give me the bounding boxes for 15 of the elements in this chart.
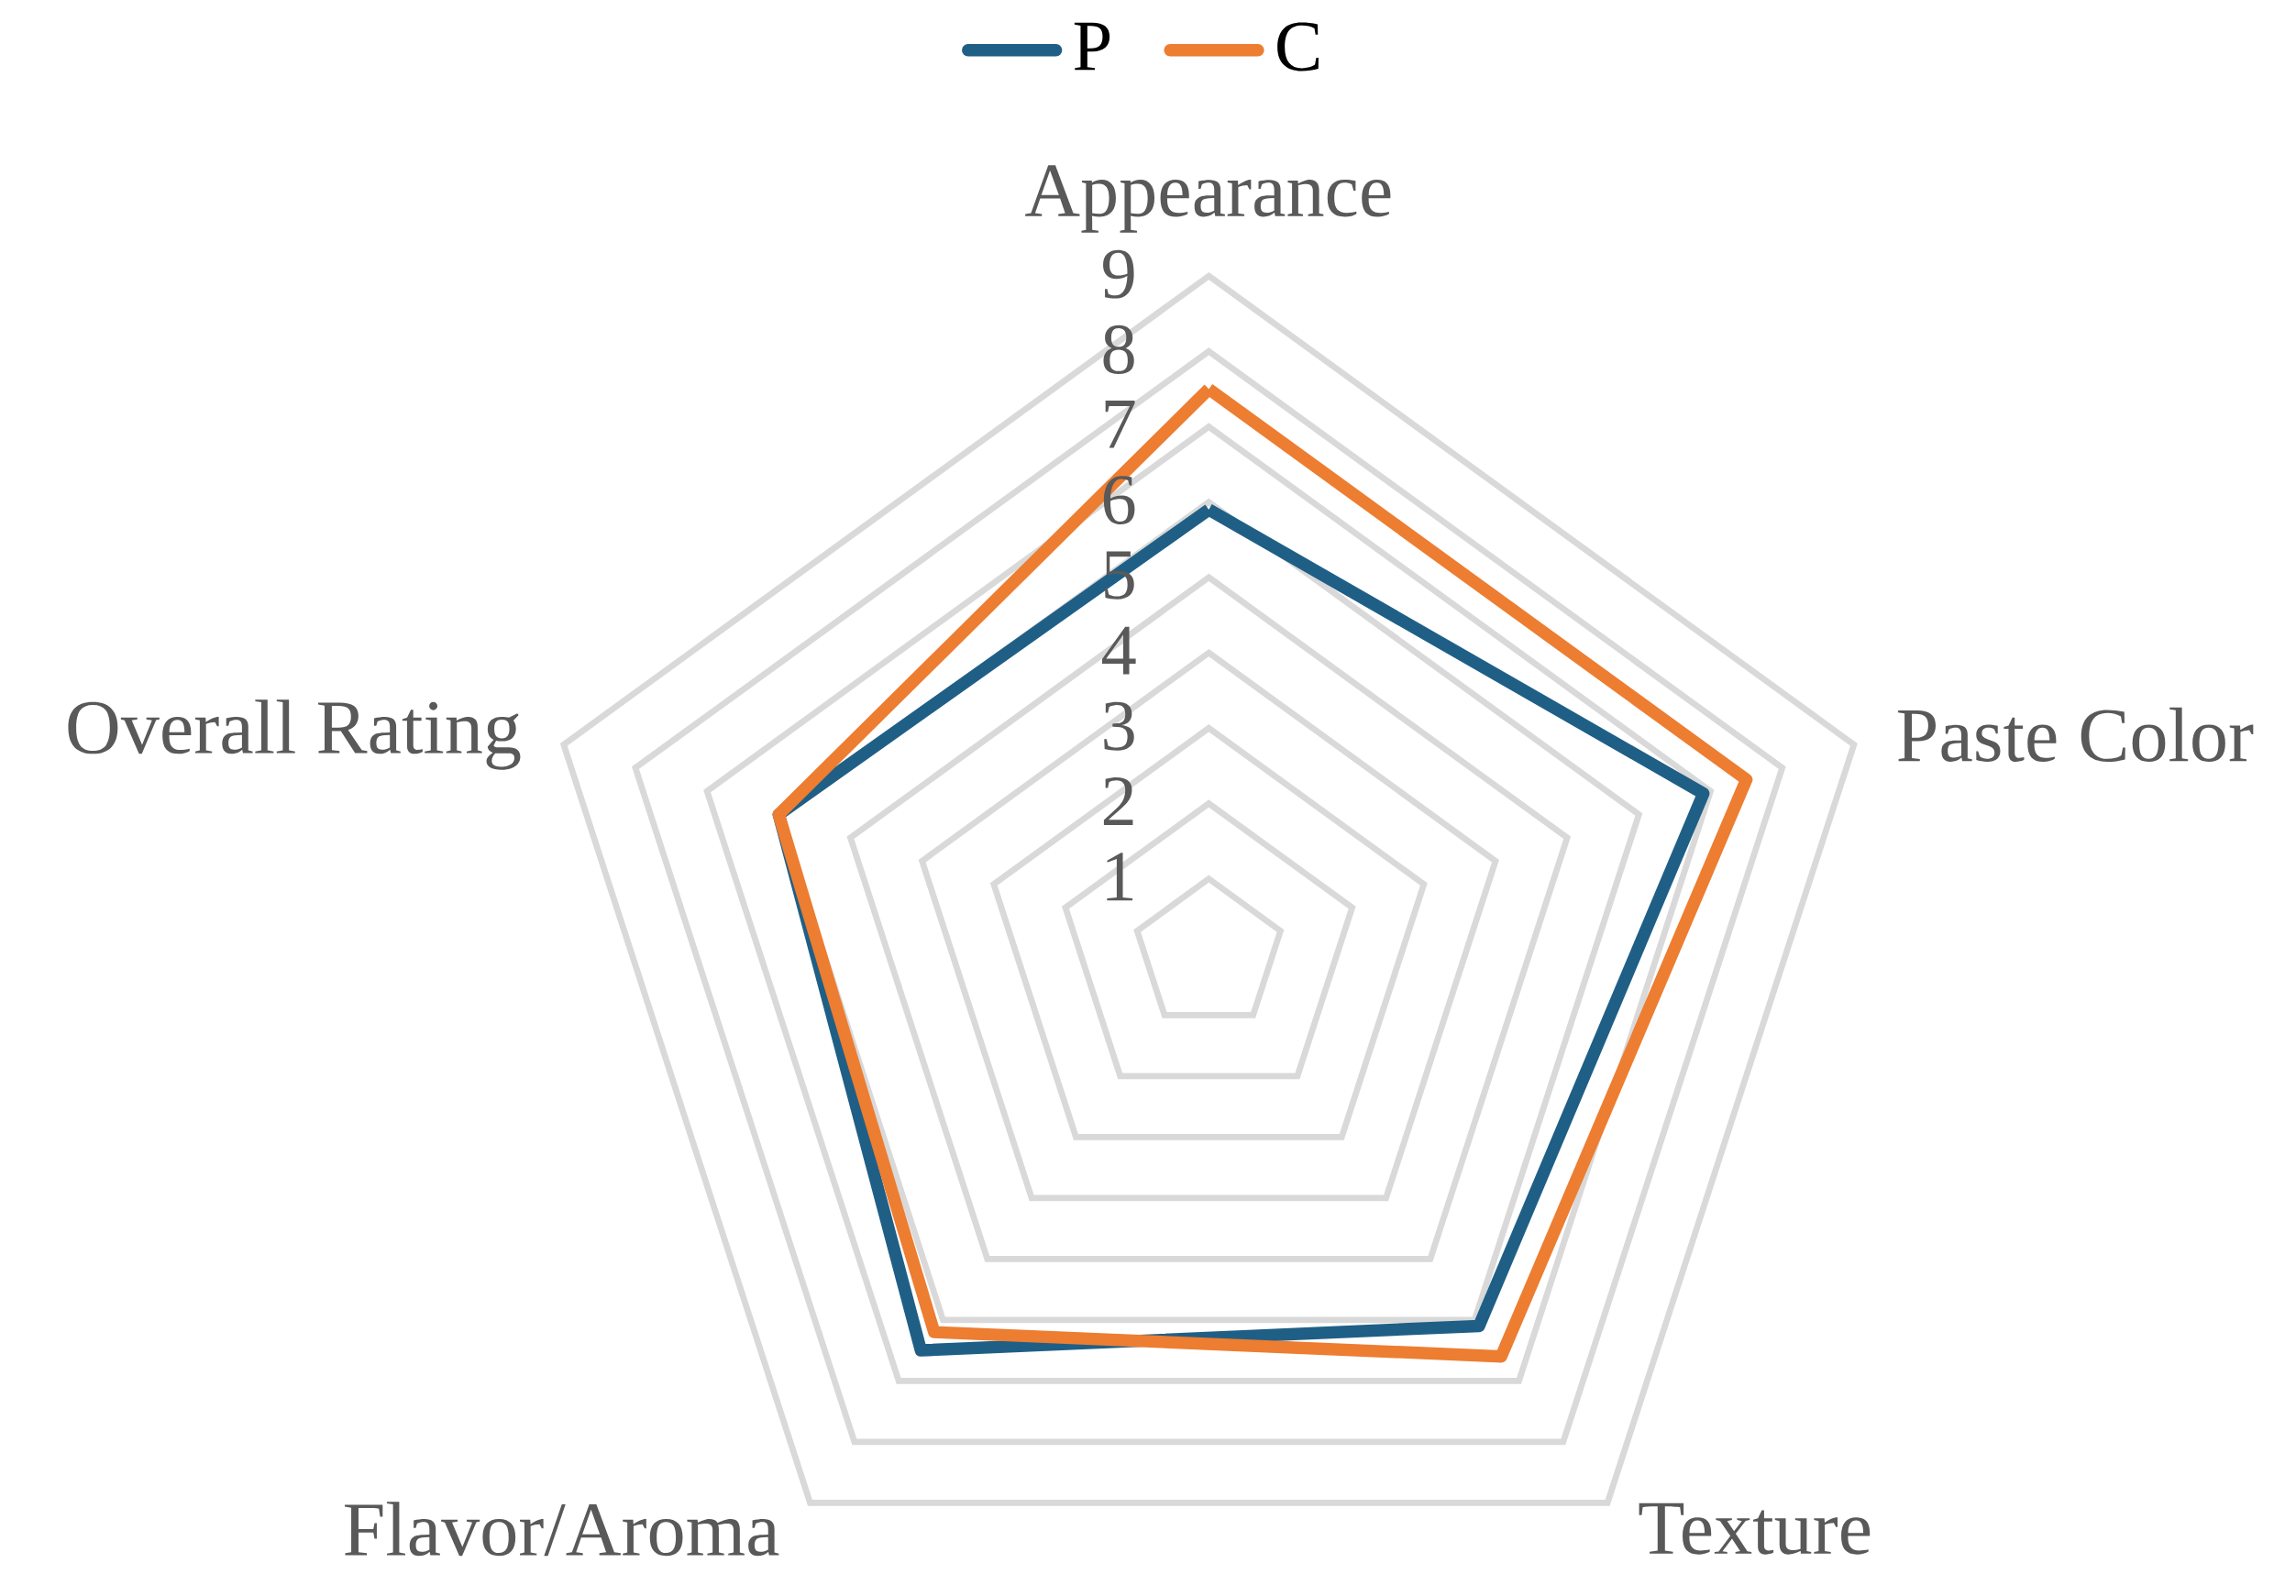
y-tick-label: 1 [1107,853,1133,901]
y-tick-label: 2 [1103,777,1133,826]
y-tick-label: 4 [1101,626,1136,675]
y-tick-label: 7 [1105,401,1135,448]
y-tick-label: 3 [1104,702,1134,751]
legend-label: C [1277,22,1319,72]
spoke-label: Paste Color [1898,707,2254,763]
y-tick-label: 9 [1103,249,1134,299]
spoke-label: Flavor/Aroma [345,1502,779,1557]
y-tick-label: 8 [1103,325,1134,375]
spoke-label: Overall Rating [68,699,521,770]
legend-label: P [1074,23,1110,71]
y-tick-label: 6 [1103,476,1135,525]
spoke-label: Texture [1639,1502,1871,1555]
spoke-label: Appearance [1025,165,1391,233]
